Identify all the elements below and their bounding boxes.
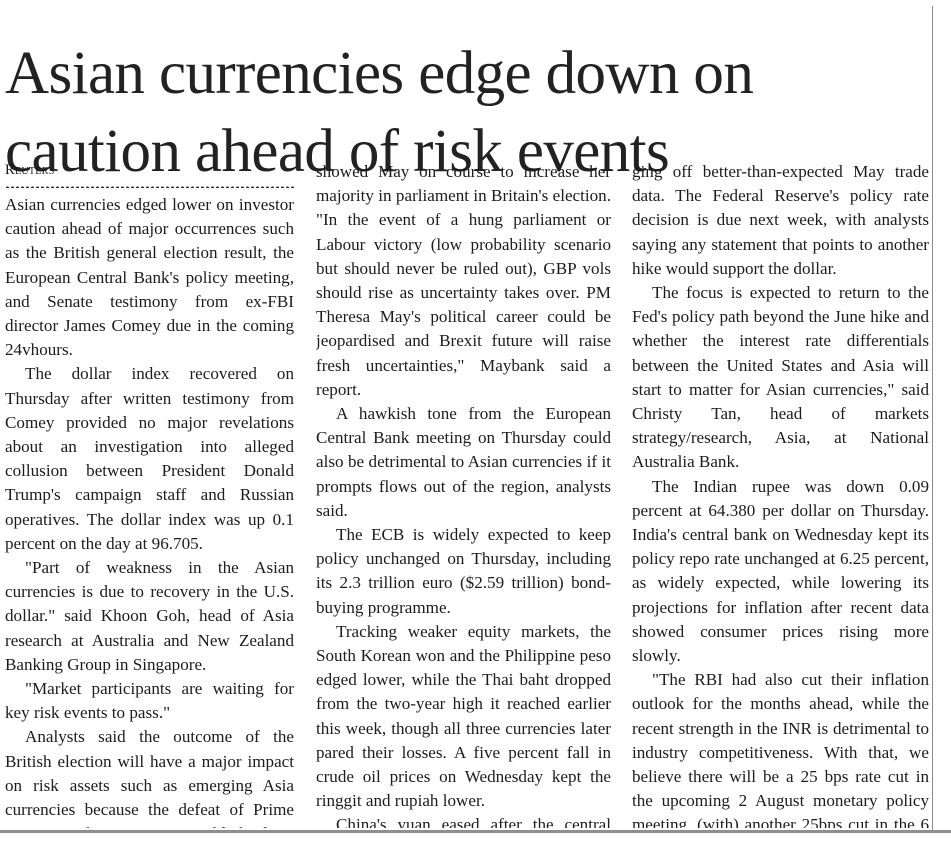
paragraph: China's yuan eased after the central ban… [336,815,611,828]
paragraph: A hawkish tone from the European Central… [316,404,611,520]
paragraph: "Part of weakness in the Asian currencie… [5,558,294,674]
article-column-3: ging off better-than-expected May trade … [632,160,929,828]
paragraph: Tracking weaker equity markets, the Sout… [316,621,611,811]
column-1-body: Asian currencies edged lower on investor… [5,193,294,828]
column-2-body: showed May on course to increase her maj… [316,160,611,828]
article-columns: Reuters Asian currencies edged lower on … [0,160,951,828]
article-column-1: Reuters Asian currencies edged lower on … [5,160,294,828]
paragraph: The Indian rupee was down 0.09 percent a… [632,476,929,666]
paragraph: The dollar index recovered on Thursday a… [5,364,294,553]
column-3-body: ging off better-than-expected May trade … [632,160,929,828]
paragraph: "The RBI had also cut their inflation ou… [632,670,929,828]
paragraph: Asian currencies edged lower on investor… [5,195,294,360]
paragraph: Analysts said the outcome of the British… [5,727,294,828]
paragraph: "Market participants are waiting for key… [5,679,294,723]
paragraph: The ECB is widely expected to keep polic… [316,525,611,617]
paragraph: ging off better-than-expected May trade … [632,162,929,278]
bottom-edge-rule [0,830,951,833]
article-column-2: showed May on course to increase her maj… [316,160,611,828]
byline: Reuters [5,162,55,178]
dotted-rule-divider [5,185,294,188]
paragraph: The focus is expected to return to the F… [632,283,929,472]
right-edge-rule [932,6,933,830]
paragraph: showed May on course to increase her maj… [316,162,611,399]
page-title: Asian currencies edge down on caution ah… [5,39,754,185]
